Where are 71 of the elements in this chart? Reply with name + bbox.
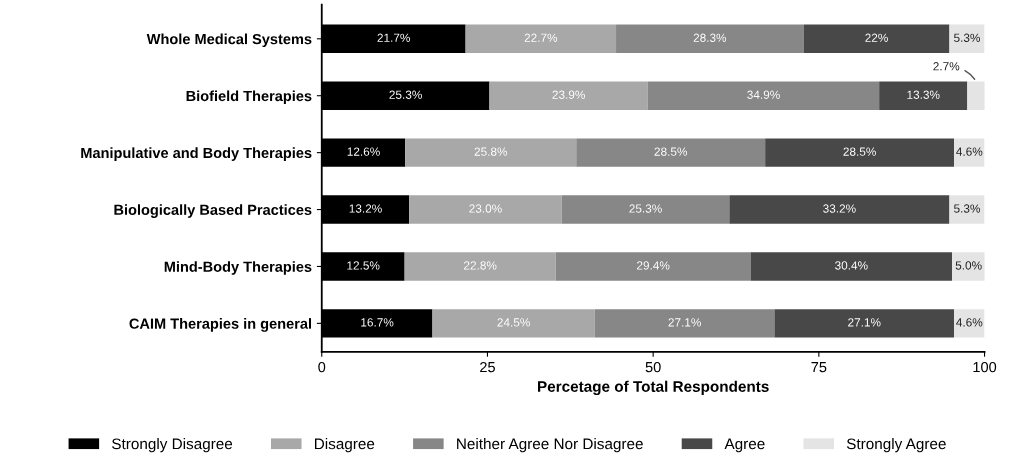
data-label: 29.4% (637, 261, 670, 270)
data-label: 28.3% (693, 33, 727, 42)
data-label: 28.5% (654, 147, 688, 156)
bar (616, 24, 804, 54)
bar (561, 195, 730, 224)
data-label: 34.9% (747, 90, 780, 99)
data-label: 13.3% (907, 90, 940, 99)
data-label: 27.1% (848, 318, 881, 327)
x-tick-label: 100 (973, 361, 997, 373)
data-label: 5.0% (955, 261, 982, 270)
data-label: 28.5% (843, 147, 876, 156)
bar (949, 195, 985, 224)
bar (409, 195, 562, 224)
bar (967, 81, 985, 110)
bar (729, 195, 950, 224)
data-label: 13.2% (349, 204, 382, 213)
data-label: 24.5% (497, 318, 530, 327)
data-label: 23.9% (552, 90, 585, 99)
bar (879, 81, 968, 110)
data-label: 22.8% (464, 261, 497, 270)
bar (576, 138, 766, 167)
x-axis-title: Percetage of Total Respondents (538, 380, 769, 396)
data-label: 30.4% (835, 261, 868, 270)
x-tick-label: 0 (318, 361, 326, 373)
bar (765, 138, 955, 167)
data-label: 16.7% (361, 318, 394, 327)
y-tick-label: Mind-Body Therapies (164, 261, 312, 275)
bar (405, 138, 577, 167)
y-tick-label: Whole Medical Systems (146, 33, 312, 48)
bar (774, 309, 955, 338)
data-label: 12.5% (347, 261, 380, 270)
data-label: 4.6% (956, 318, 983, 327)
bar (465, 24, 617, 54)
data-label: 25.3% (629, 204, 662, 213)
y-tick-label: CAIM Therapies in general (129, 318, 312, 332)
bar (432, 309, 595, 338)
data-label: 33.2% (823, 204, 856, 213)
bar (555, 252, 751, 281)
bar (750, 252, 953, 281)
legend-label: Strongly Disagree (112, 438, 233, 453)
y-tick-label: Manipulative and Body Therapies (81, 147, 312, 161)
data-label: 25.8% (474, 147, 508, 156)
legend-label: Agree (724, 438, 765, 453)
bar (954, 309, 985, 338)
data-label: 21.7% (377, 33, 410, 42)
bar (594, 309, 775, 338)
data-label: 5.3% (954, 33, 981, 42)
data-label: 22% (865, 33, 888, 42)
bar (647, 81, 880, 110)
data-label: 12.6% (347, 147, 380, 156)
legend-label: Strongly Agree (846, 438, 946, 453)
data-label: 4.6% (956, 147, 983, 156)
y-tick-label: Biofield Therapies (186, 90, 312, 105)
x-tick-label: 75 (811, 362, 827, 373)
data-label: 27.1% (668, 318, 701, 327)
y-tick-label: Biologically Based Practices (114, 204, 312, 218)
bar (949, 24, 985, 54)
data-label: 22.7% (524, 33, 558, 42)
data-label: 25.3% (389, 90, 422, 99)
data-label: 2.7% (933, 62, 960, 71)
bar (404, 252, 556, 281)
data-label: 5.3% (954, 204, 981, 213)
bar (952, 252, 985, 281)
data-label: 23.0% (469, 204, 502, 213)
bar (489, 81, 648, 110)
legend-label: Disagree (315, 438, 375, 453)
x-tick-label: 25 (480, 361, 495, 373)
legend-label: Neither Agree Nor Disagree (457, 438, 643, 453)
bar (954, 138, 985, 167)
bar (803, 24, 950, 54)
x-tick-label: 50 (645, 361, 661, 373)
